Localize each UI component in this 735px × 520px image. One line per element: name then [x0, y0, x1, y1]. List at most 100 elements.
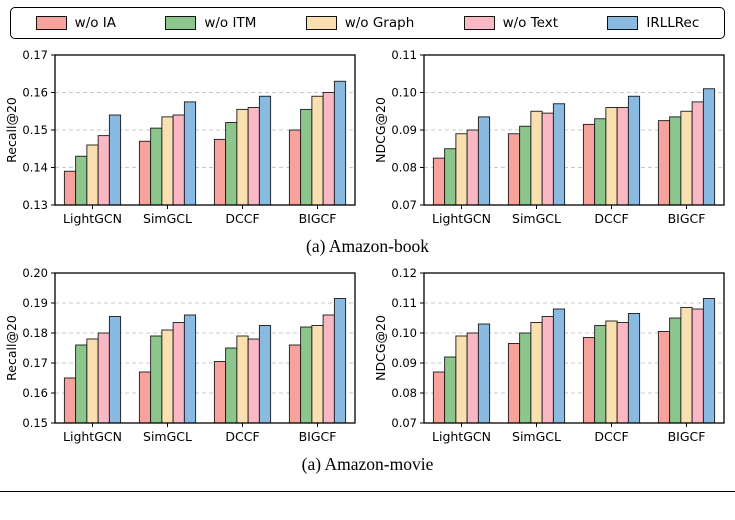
bar-w-o-ia [213, 361, 227, 424]
bar-w-o-graph [530, 110, 543, 206]
legend-item-irllrec: IRLLRec [607, 15, 699, 31]
bar-irllrec [477, 323, 491, 424]
bar-w-o-itm [300, 326, 313, 424]
bar-irllrec [183, 314, 197, 424]
bar-irllrec [333, 80, 347, 206]
y-tick-label: 0.17 [22, 356, 48, 370]
y-axis-label: Recall@20 [4, 97, 19, 163]
y-tick-label: 0.08 [391, 386, 417, 400]
y-tick-label: 0.18 [22, 326, 48, 340]
chart-ndcg-amazon-book: 0.07 0.08 0.09 0.10 0.11 LightGCN SimGCL DCCF BI… [372, 45, 732, 237]
bar-w-o-itm [150, 127, 163, 206]
bar-w-o-itm [444, 356, 457, 424]
chart-svg: 0.07 0.08 0.09 0.10 0.11 0.12 LightGCN SimGCL DC… [373, 266, 725, 444]
bar-w-o-text [97, 135, 110, 206]
bar-w-o-itm [225, 122, 238, 206]
chart-svg: 0.07 0.08 0.09 0.10 0.11 LightGCN SimGCL DCCF BI… [373, 48, 725, 226]
legend-label: w/o Graph [344, 15, 415, 31]
bar-w-o-graph [236, 108, 249, 206]
bar-w-o-graph [455, 133, 468, 206]
legend-swatch [607, 16, 639, 30]
y-tick-label: 0.09 [391, 356, 417, 370]
bar-w-o-graph [161, 116, 174, 206]
bar-w-o-text [691, 308, 704, 424]
y-tick-label: 0.14 [22, 160, 48, 174]
x-tick-label: LightGCN [63, 211, 122, 226]
y-axis-label: Recall@20 [4, 315, 19, 381]
bar-w-o-itm [225, 347, 238, 424]
bar-w-o-graph [605, 320, 618, 424]
bar-w-o-text [616, 107, 629, 206]
x-tick-label: BIGCF [299, 211, 337, 226]
bar-w-o-itm [519, 125, 532, 206]
bar-w-o-text [322, 314, 335, 424]
bar-w-o-graph [455, 335, 468, 424]
y-tick-label: 0.08 [391, 160, 417, 174]
y-tick-label: 0.07 [391, 198, 417, 212]
bar-w-o-graph [311, 95, 324, 206]
y-tick-label: 0.09 [391, 123, 417, 137]
bar-w-o-ia [213, 138, 227, 206]
bar-irllrec [258, 325, 272, 424]
y-tick-label: 0.19 [22, 296, 48, 310]
x-tick-label: SimGCL [143, 429, 192, 444]
y-tick-label: 0.10 [391, 85, 417, 99]
bar-w-o-ia [432, 157, 446, 206]
y-axis-label: NDCG@20 [373, 97, 388, 163]
bar-w-o-ia [63, 377, 77, 424]
bar-w-o-text [322, 92, 335, 206]
x-tick-label: DCCF [594, 211, 628, 226]
x-tick-label: LightGCN [63, 429, 122, 444]
x-tick-label: SimGCL [143, 211, 192, 226]
bar-irllrec [477, 116, 491, 206]
plot-frame [54, 54, 356, 206]
y-tick-label: 0.15 [22, 123, 48, 137]
chart-recall-amazon-book: 0.13 0.14 0.15 0.16 0.17 LightGCN SimGCL DCCF BI… [3, 45, 363, 237]
chart-recall-amazon-movie: 0.15 0.16 0.17 0.18 0.19 0.20 LightGCN SimGCL DC… [3, 263, 363, 455]
x-tick-label: LightGCN [432, 211, 491, 226]
bar-irllrec [108, 114, 122, 206]
y-tick-label: 0.12 [391, 266, 417, 280]
y-tick-label: 0.17 [22, 48, 48, 62]
bar-w-o-ia [63, 170, 77, 206]
caption-amazon-movie: (a) Amazon-movie [301, 454, 434, 474]
bar-w-o-graph [680, 307, 693, 424]
plot-frame [423, 272, 725, 424]
chart-svg: 0.15 0.16 0.17 0.18 0.19 0.20 LightGCN SimGCL DC… [4, 266, 356, 444]
y-tick-label: 0.11 [391, 296, 417, 310]
bar-w-o-itm [75, 155, 88, 206]
x-tick-label: DCCF [225, 211, 259, 226]
bar-w-o-ia [582, 337, 596, 424]
y-tick-label: 0.10 [391, 326, 417, 340]
bar-w-o-itm [75, 344, 88, 424]
legend-label: w/o ITM [204, 15, 257, 31]
bar-w-o-ia [138, 371, 152, 424]
legend-swatch [165, 16, 197, 30]
legend: w/o IA w/o ITM w/o Graph w/o Text IRLLRec [10, 7, 725, 39]
bar-irllrec [702, 298, 716, 424]
chart-row-amazon-book: 0.13 0.14 0.15 0.16 0.17 LightGCN SimGCL DCCF BI… [0, 45, 735, 237]
bar-w-o-graph [161, 329, 174, 424]
bar-w-o-text [541, 316, 554, 424]
bar-w-o-ia [288, 129, 302, 206]
bar-irllrec [258, 95, 272, 206]
bar-w-o-text [541, 112, 554, 206]
x-tick-label: SimGCL [512, 211, 561, 226]
bar-w-o-text [691, 101, 704, 206]
bar-w-o-graph [311, 325, 324, 424]
bar-w-o-ia [507, 343, 521, 424]
legend-item-w-o-graph: w/o Graph [305, 15, 415, 31]
bar-w-o-ia [507, 133, 521, 206]
legend-label: w/o IA [74, 15, 117, 31]
bar-w-o-text [172, 322, 185, 424]
bar-w-o-itm [594, 325, 607, 424]
bar-w-o-text [247, 107, 260, 206]
y-tick-label: 0.15 [22, 416, 48, 430]
chart-row-amazon-movie: 0.15 0.16 0.17 0.18 0.19 0.20 LightGCN SimGCL DC… [0, 263, 735, 455]
bar-w-o-text [616, 322, 629, 424]
bar-w-o-graph [86, 144, 99, 206]
y-tick-label: 0.20 [22, 266, 48, 280]
bar-w-o-graph [605, 107, 618, 206]
bar-irllrec [183, 101, 197, 206]
legend-item-w-o-ia: w/o IA [35, 15, 117, 31]
